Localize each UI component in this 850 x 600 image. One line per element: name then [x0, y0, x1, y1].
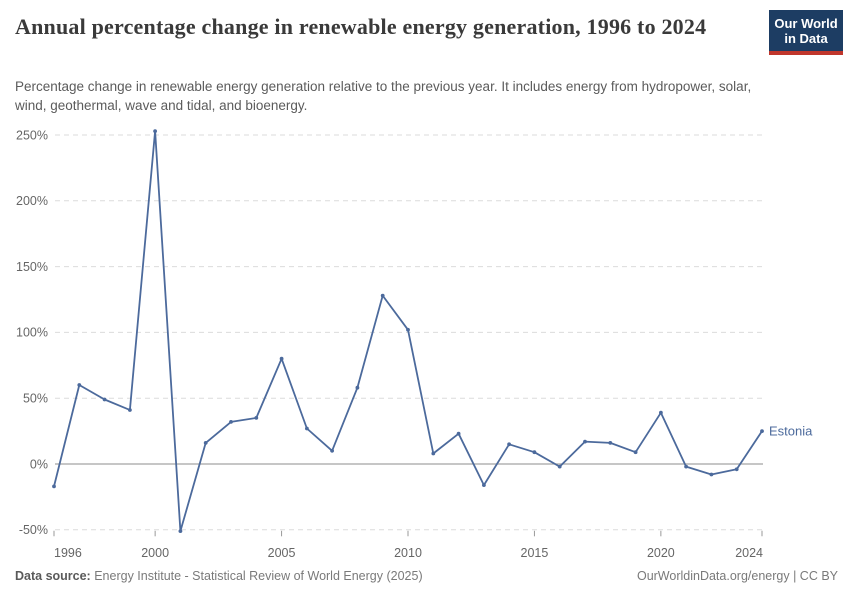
data-point-2013[interactable] [482, 483, 486, 487]
data-point-2016[interactable] [557, 464, 562, 469]
data-point-2012[interactable] [456, 431, 461, 436]
data-point-2015[interactable] [532, 450, 537, 455]
data-point-2004[interactable] [254, 416, 259, 420]
y-axis-label-100: 100% [16, 326, 48, 340]
owid-logo-line1: Our World [774, 16, 838, 31]
data-source: Data source: Energy Institute - Statisti… [15, 569, 423, 583]
data-point-2017[interactable] [583, 439, 587, 444]
y-axis-label-200: 200% [16, 194, 48, 208]
data-point-2003[interactable] [229, 420, 233, 424]
y-axis-label-0: 0% [30, 457, 48, 471]
chart-subtitle: Percentage change in renewable energy ge… [15, 79, 752, 113]
data-point-2001[interactable] [178, 529, 183, 533]
x-axis-label-2005: 2005 [268, 546, 296, 560]
y-axis-label-50: 50% [23, 392, 48, 406]
attribution-license: | CC BY [789, 569, 838, 583]
owid-logo[interactable]: Our World in Data [769, 10, 843, 55]
data-point-2010[interactable] [406, 327, 410, 332]
y-axis-label--50: -50% [19, 523, 48, 537]
data-point-2002[interactable] [203, 441, 208, 445]
attribution-link[interactable]: OurWorldinData.org/energy [636, 569, 790, 583]
data-point-2011[interactable] [431, 451, 436, 456]
data-point-2006[interactable] [305, 426, 309, 431]
y-axis-label-150: 150% [16, 260, 48, 274]
data-point-2019[interactable] [633, 450, 638, 455]
data-point-2024[interactable] [760, 429, 764, 433]
data-point-2020[interactable] [659, 410, 663, 415]
data-point-1997[interactable] [77, 383, 82, 387]
x-axis-label-2010: 2010 [394, 546, 422, 560]
data-point-2014[interactable] [507, 442, 511, 447]
data-point-2007[interactable] [330, 448, 334, 453]
x-axis-label-2000: 2000 [141, 546, 169, 560]
page-title: Annual percentage change in renewable en… [15, 14, 707, 39]
data-source-value: Energy Institute - Statistical Review of… [94, 569, 423, 583]
y-axis-label-250: 250% [16, 128, 48, 142]
data-point-2005[interactable] [279, 356, 284, 361]
data-point-2000[interactable] [153, 129, 158, 134]
x-axis-label-1996: 1996 [54, 546, 82, 560]
data-point-2018[interactable] [608, 441, 613, 445]
data-point-1999[interactable] [127, 408, 132, 412]
data-point-2023[interactable] [734, 467, 739, 472]
entity-label-estonia[interactable]: Estonia [769, 424, 813, 439]
data-point-2008[interactable] [355, 385, 360, 390]
data-source-label: Data source: [15, 569, 91, 583]
attribution: OurWorldinData.org/energy | CC BY [637, 569, 838, 583]
x-axis-label-2015: 2015 [521, 546, 549, 560]
data-point-2022[interactable] [709, 472, 714, 477]
data-point-1998[interactable] [102, 397, 107, 402]
x-axis-label-2020: 2020 [647, 546, 675, 560]
data-point-2021[interactable] [684, 464, 688, 469]
data-point-1996[interactable] [52, 484, 56, 489]
x-axis-label-2024: 2024 [735, 546, 763, 560]
owid-logo-line2: in Data [784, 31, 828, 46]
data-point-2009[interactable] [380, 293, 385, 298]
chart-footer: Data source: Energy Institute - Statisti… [15, 569, 838, 583]
